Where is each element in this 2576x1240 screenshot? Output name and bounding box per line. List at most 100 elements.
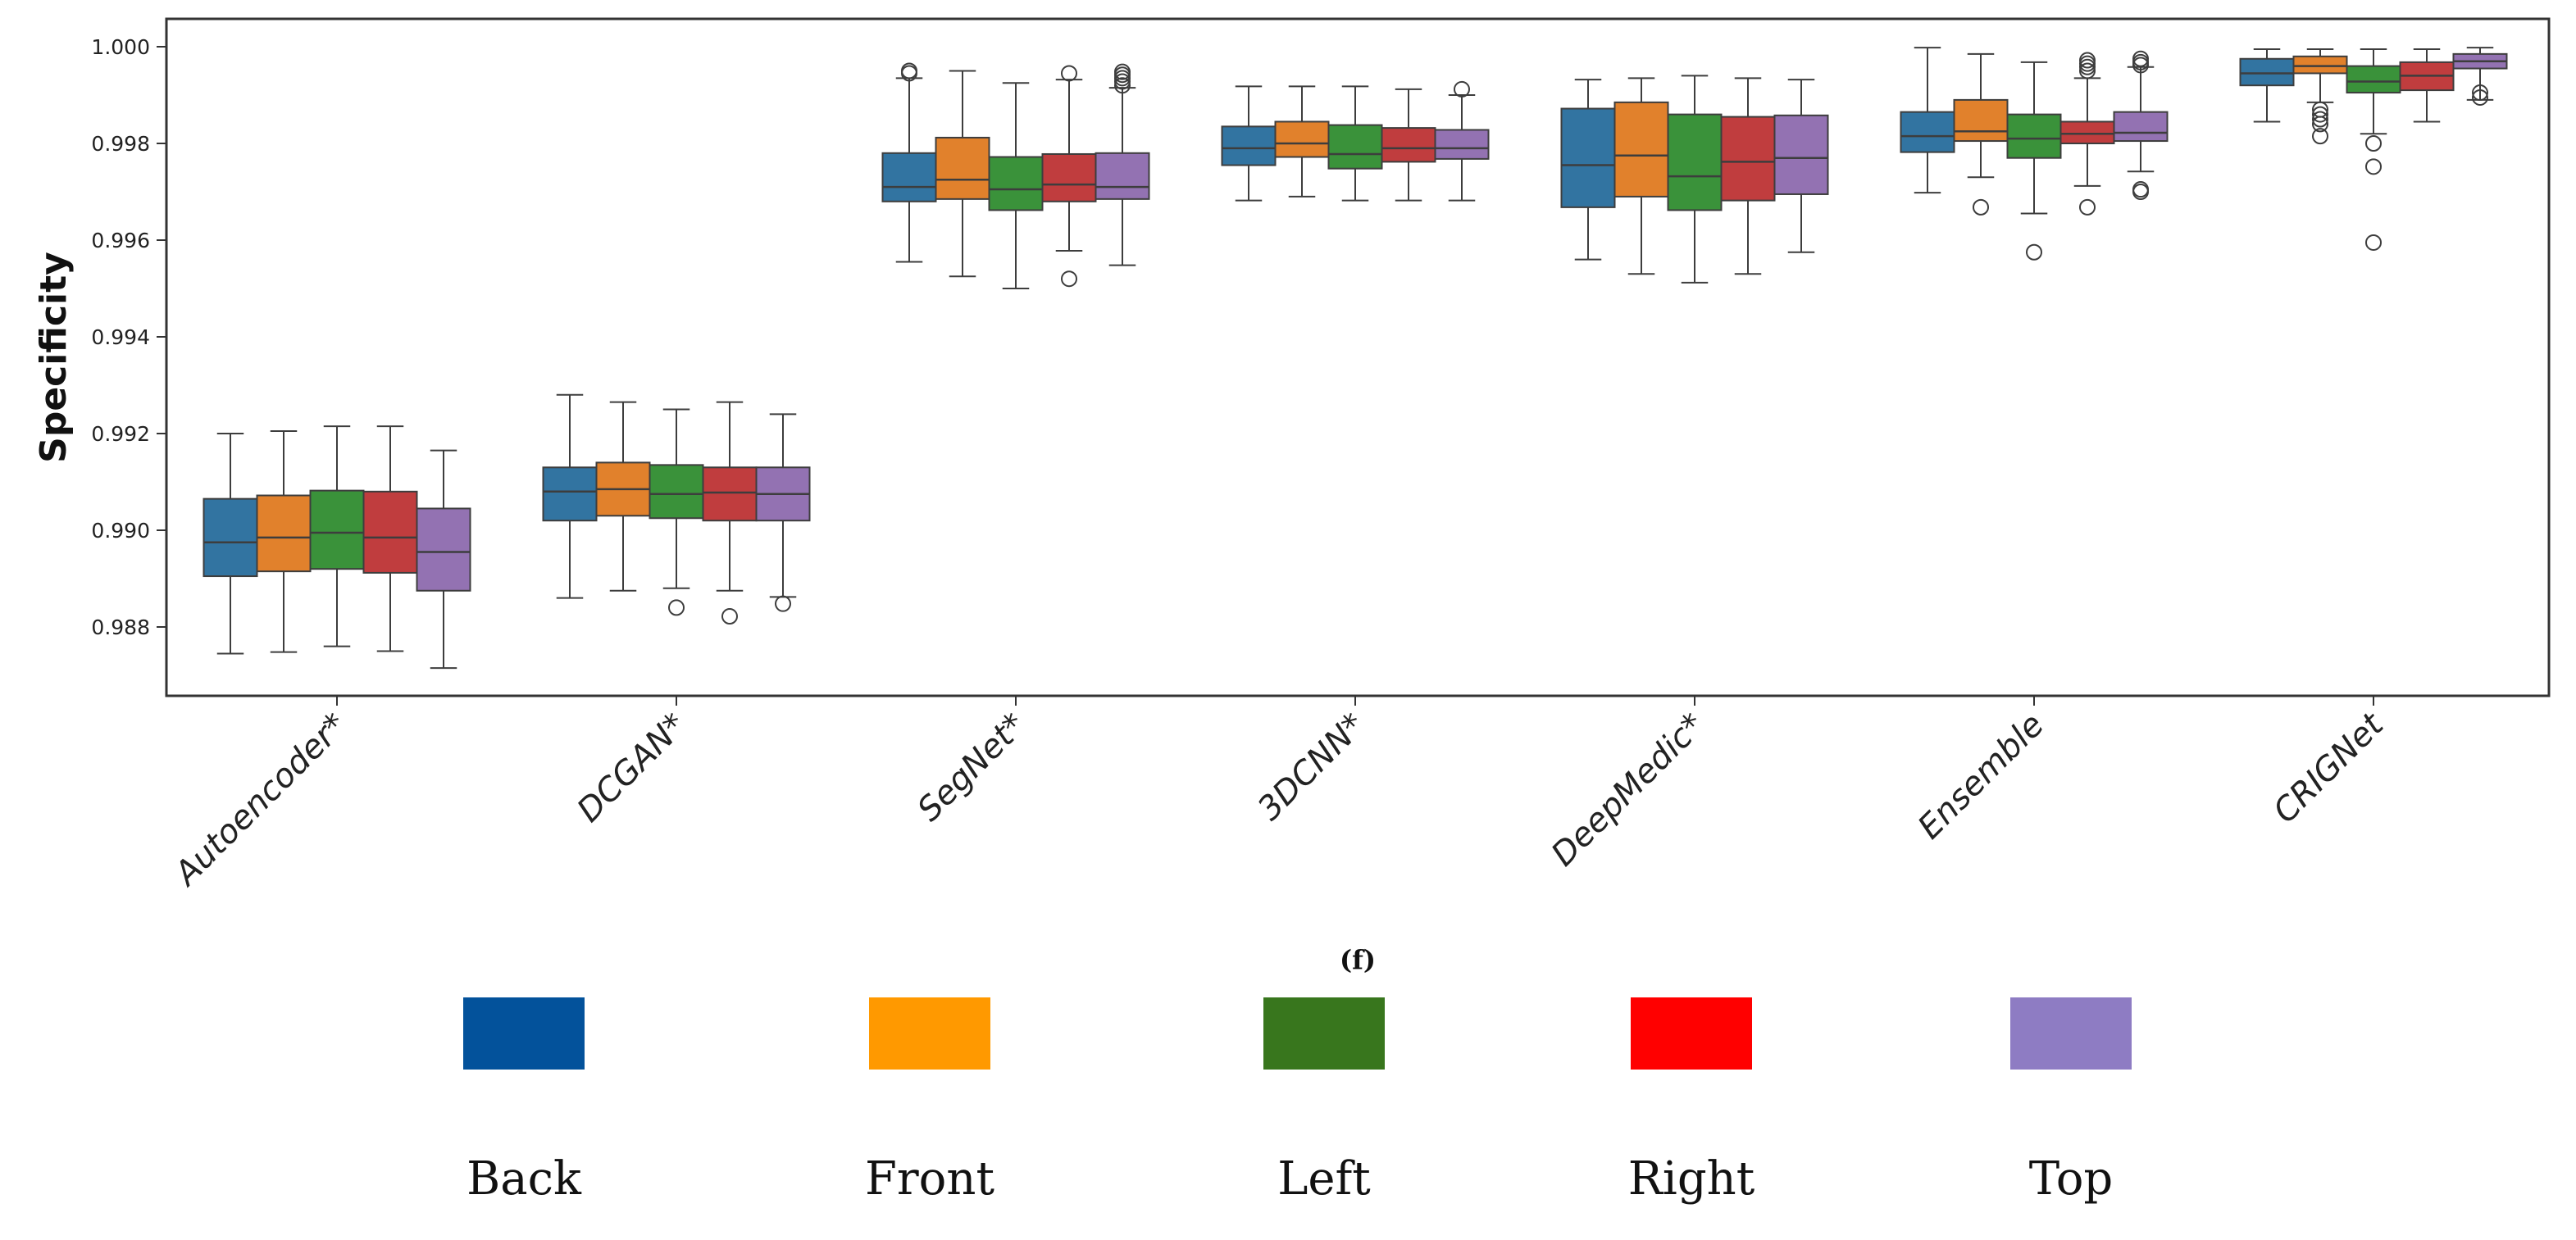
- box-right-1: [702, 401, 758, 625]
- x-tick-label: Autoencoder*: [166, 706, 354, 895]
- legend-label-back: Back: [467, 1152, 582, 1206]
- box-left-0: [309, 425, 365, 647]
- x-tick-label: 3DCNN*: [1251, 706, 1373, 829]
- box-left-4: [1667, 75, 1723, 284]
- y-tick-label: 0.992: [91, 422, 150, 446]
- box-top-4: [1773, 79, 1829, 253]
- box-body: [1560, 107, 1616, 208]
- box-back-1: [542, 393, 598, 599]
- y-tick-label: 0.988: [91, 615, 150, 639]
- outlier-point: [2026, 243, 2042, 261]
- y-tick-label: 0.998: [91, 132, 150, 156]
- box-body: [1274, 120, 1330, 158]
- box-body: [1900, 111, 1955, 153]
- y-tick-label: 0.990: [91, 519, 150, 543]
- box-body: [1041, 152, 1097, 202]
- plot-area-frame: [165, 17, 2551, 697]
- box-body: [881, 152, 937, 202]
- box-front-0: [256, 430, 312, 653]
- box-right-2: [1041, 65, 1097, 288]
- outlier-point: [901, 62, 917, 79]
- box-body: [2292, 55, 2348, 75]
- legend-label-right: Right: [1628, 1152, 1755, 1206]
- figure-label: (f): [1340, 944, 1376, 975]
- outlier-point: [2132, 181, 2149, 198]
- box-right-6: [2399, 48, 2455, 123]
- box-top-0: [416, 449, 471, 670]
- box-body: [1720, 116, 1776, 202]
- y-tick-label: 0.996: [91, 229, 150, 252]
- box-left-1: [649, 408, 704, 616]
- box-back-4: [1560, 79, 1616, 261]
- box-front-6: [2292, 48, 2348, 145]
- legend-swatch-right: [1631, 997, 1752, 1070]
- box-body: [1327, 124, 1383, 170]
- x-tick-label: SegNet*: [910, 706, 1033, 829]
- box-back-6: [2239, 48, 2295, 123]
- box-front-3: [1274, 85, 1330, 198]
- box-body: [1434, 129, 1490, 160]
- x-tick-label: DeepMedic*: [1545, 706, 1712, 874]
- legend: Back Front Left Right Top: [463, 997, 2132, 1206]
- box-front-4: [1613, 77, 1669, 275]
- box-left-5: [2006, 61, 2062, 261]
- box-front-1: [595, 401, 651, 592]
- box-top-6: [2452, 47, 2508, 106]
- x-tick-label: Ensemble: [1911, 706, 2051, 847]
- x-axis: Autoencoder* DCGAN* SegNet* 3DCNN* DeepMedic…: [166, 696, 2392, 894]
- box-body: [309, 489, 365, 570]
- outlier-point: [1061, 270, 1077, 288]
- outlier-point: [2312, 111, 2328, 128]
- box-body: [1613, 101, 1669, 198]
- outlier-point: [1114, 63, 1131, 80]
- box-body: [1773, 114, 1829, 195]
- box-back-3: [1221, 85, 1277, 202]
- legend-label-left: Left: [1277, 1152, 1371, 1206]
- outlier-point: [2132, 50, 2149, 67]
- outlier-point: [2079, 52, 2096, 69]
- outlier-point: [2365, 234, 2382, 251]
- box-body: [2113, 111, 2169, 143]
- outlier-point: [2312, 116, 2328, 133]
- box-body: [2346, 65, 2401, 94]
- box-body: [362, 490, 418, 574]
- box-top-1: [755, 413, 811, 612]
- box-body: [256, 494, 312, 573]
- outlier-point: [2079, 62, 2096, 79]
- outlier-point: [1454, 80, 1470, 98]
- legend-label-front: Front: [865, 1152, 994, 1206]
- outlier-point: [775, 595, 791, 612]
- outlier-point: [2472, 84, 2488, 102]
- box-body: [203, 497, 258, 578]
- y-tick-label: 1.000: [91, 35, 150, 59]
- x-tick-label: DCGAN*: [570, 706, 694, 830]
- box-right-3: [1381, 88, 1436, 202]
- outlier-point: [2312, 128, 2328, 145]
- box-body: [2006, 113, 2062, 159]
- box-body: [2059, 120, 2115, 144]
- outlier-point: [1114, 77, 1131, 94]
- outlier-point: [721, 608, 738, 625]
- box-right-0: [362, 425, 418, 652]
- box-series: [203, 47, 2508, 670]
- box-front-5: [1953, 52, 2009, 216]
- legend-swatch-front: [869, 997, 990, 1070]
- x-tick-label: CRIGNet: [2266, 706, 2392, 831]
- legend-label-top: Top: [2029, 1152, 2114, 1206]
- box-body: [2239, 57, 2295, 87]
- outlier-point: [2079, 198, 2096, 216]
- box-body: [1953, 98, 2009, 143]
- box-body: [1221, 125, 1277, 166]
- box-back-2: [881, 62, 937, 263]
- box-right-5: [2059, 52, 2115, 216]
- y-axis: 0.988 0.990 0.992 0.994 0.996 0.998 1.000: [91, 35, 166, 639]
- legend-swatch-left: [1263, 997, 1385, 1070]
- box-top-3: [1434, 80, 1490, 202]
- box-back-5: [1900, 47, 1955, 194]
- box-back-0: [203, 433, 258, 655]
- outlier-point: [2312, 106, 2328, 123]
- box-body: [1381, 127, 1436, 163]
- outlier-point: [2472, 89, 2488, 106]
- box-body: [1095, 152, 1150, 200]
